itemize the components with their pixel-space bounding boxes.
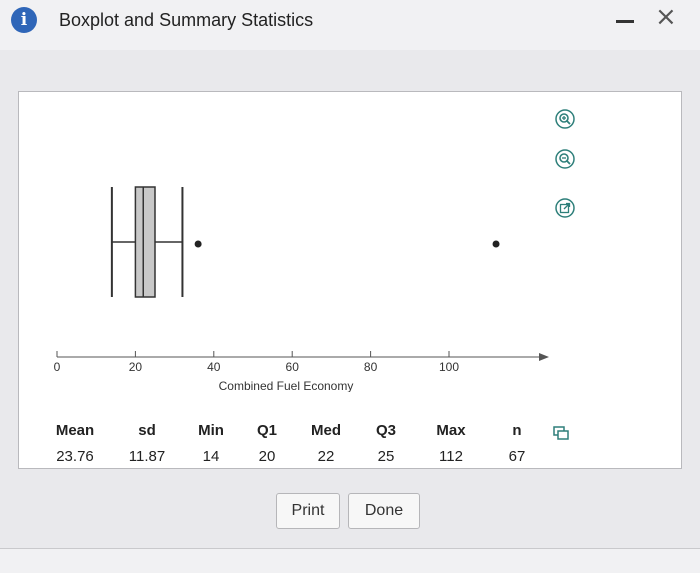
- stat-value: 112: [439, 448, 463, 465]
- window-title: Boxplot and Summary Statistics: [59, 10, 314, 30]
- stat-value: 67: [508, 448, 526, 465]
- window-bottom-edge: [0, 548, 700, 573]
- stat-value: 14: [202, 448, 220, 465]
- outlier-point: [492, 240, 500, 248]
- stat-value: 25: [377, 448, 395, 465]
- stat-value: 22: [317, 448, 335, 465]
- stat-header: Q3: [375, 422, 396, 439]
- stat-column-mean: Mean 23.76: [40, 420, 110, 468]
- print-button[interactable]: Print: [276, 493, 340, 529]
- stat-column-med: Med 22: [291, 420, 361, 468]
- stat-column-max: Max 112: [416, 420, 486, 468]
- copy-data-icon[interactable]: [553, 426, 569, 440]
- stat-column-sd: sd 11.87: [112, 420, 182, 468]
- x-tick-label: 0: [54, 360, 61, 374]
- x-tick-label: 60: [286, 360, 300, 374]
- title-bar: i Boxplot and Summary Statistics ×: [0, 0, 700, 50]
- summary-stats: Mean 23.76 sd 11.87 Min 14 Q1 20 Med 22 Q3 25 Max 112…: [19, 420, 681, 470]
- x-tick-label: 40: [207, 360, 221, 374]
- iqr-box: [134, 186, 156, 298]
- x-tick-label: 20: [129, 360, 143, 374]
- outlier-point: [194, 240, 202, 248]
- stat-column-q1: Q1 20: [232, 420, 302, 468]
- boxplot-chart: 0 20 40 60 80 100 Combined Fuel Economy: [54, 186, 549, 392]
- zoom-out-icon[interactable]: [555, 149, 575, 169]
- minimize-button[interactable]: [616, 20, 634, 23]
- open-in-new-window-icon[interactable]: [555, 198, 575, 218]
- stat-header: Max: [436, 422, 466, 439]
- stat-value: 20: [258, 448, 276, 465]
- x-tick-label: 100: [439, 360, 459, 374]
- x-tick-label: 80: [364, 360, 378, 374]
- stat-column-q3: Q3 25: [351, 420, 421, 468]
- zoom-in-icon[interactable]: [555, 109, 575, 129]
- stat-header: n: [512, 422, 522, 439]
- stat-column-n: n 67: [482, 420, 552, 468]
- stat-header: Q1: [256, 422, 277, 439]
- x-axis-label: Combined Fuel Economy: [219, 379, 354, 392]
- stat-value: 11.87: [128, 448, 166, 465]
- info-icon: i: [11, 7, 37, 33]
- x-axis-arrow: [539, 353, 549, 361]
- stat-column-min: Min 14: [176, 420, 246, 468]
- stat-header: Mean: [55, 422, 95, 439]
- stat-header: Min: [198, 422, 224, 439]
- done-button[interactable]: Done: [348, 493, 420, 529]
- stat-header: Med: [311, 422, 341, 439]
- close-button[interactable]: ×: [655, 2, 677, 32]
- stat-value: 23.76: [56, 448, 94, 465]
- stat-header: sd: [138, 422, 156, 439]
- boxplot-panel: 0 20 40 60 80 100 Combined Fuel Economy Mean 2…: [18, 91, 682, 469]
